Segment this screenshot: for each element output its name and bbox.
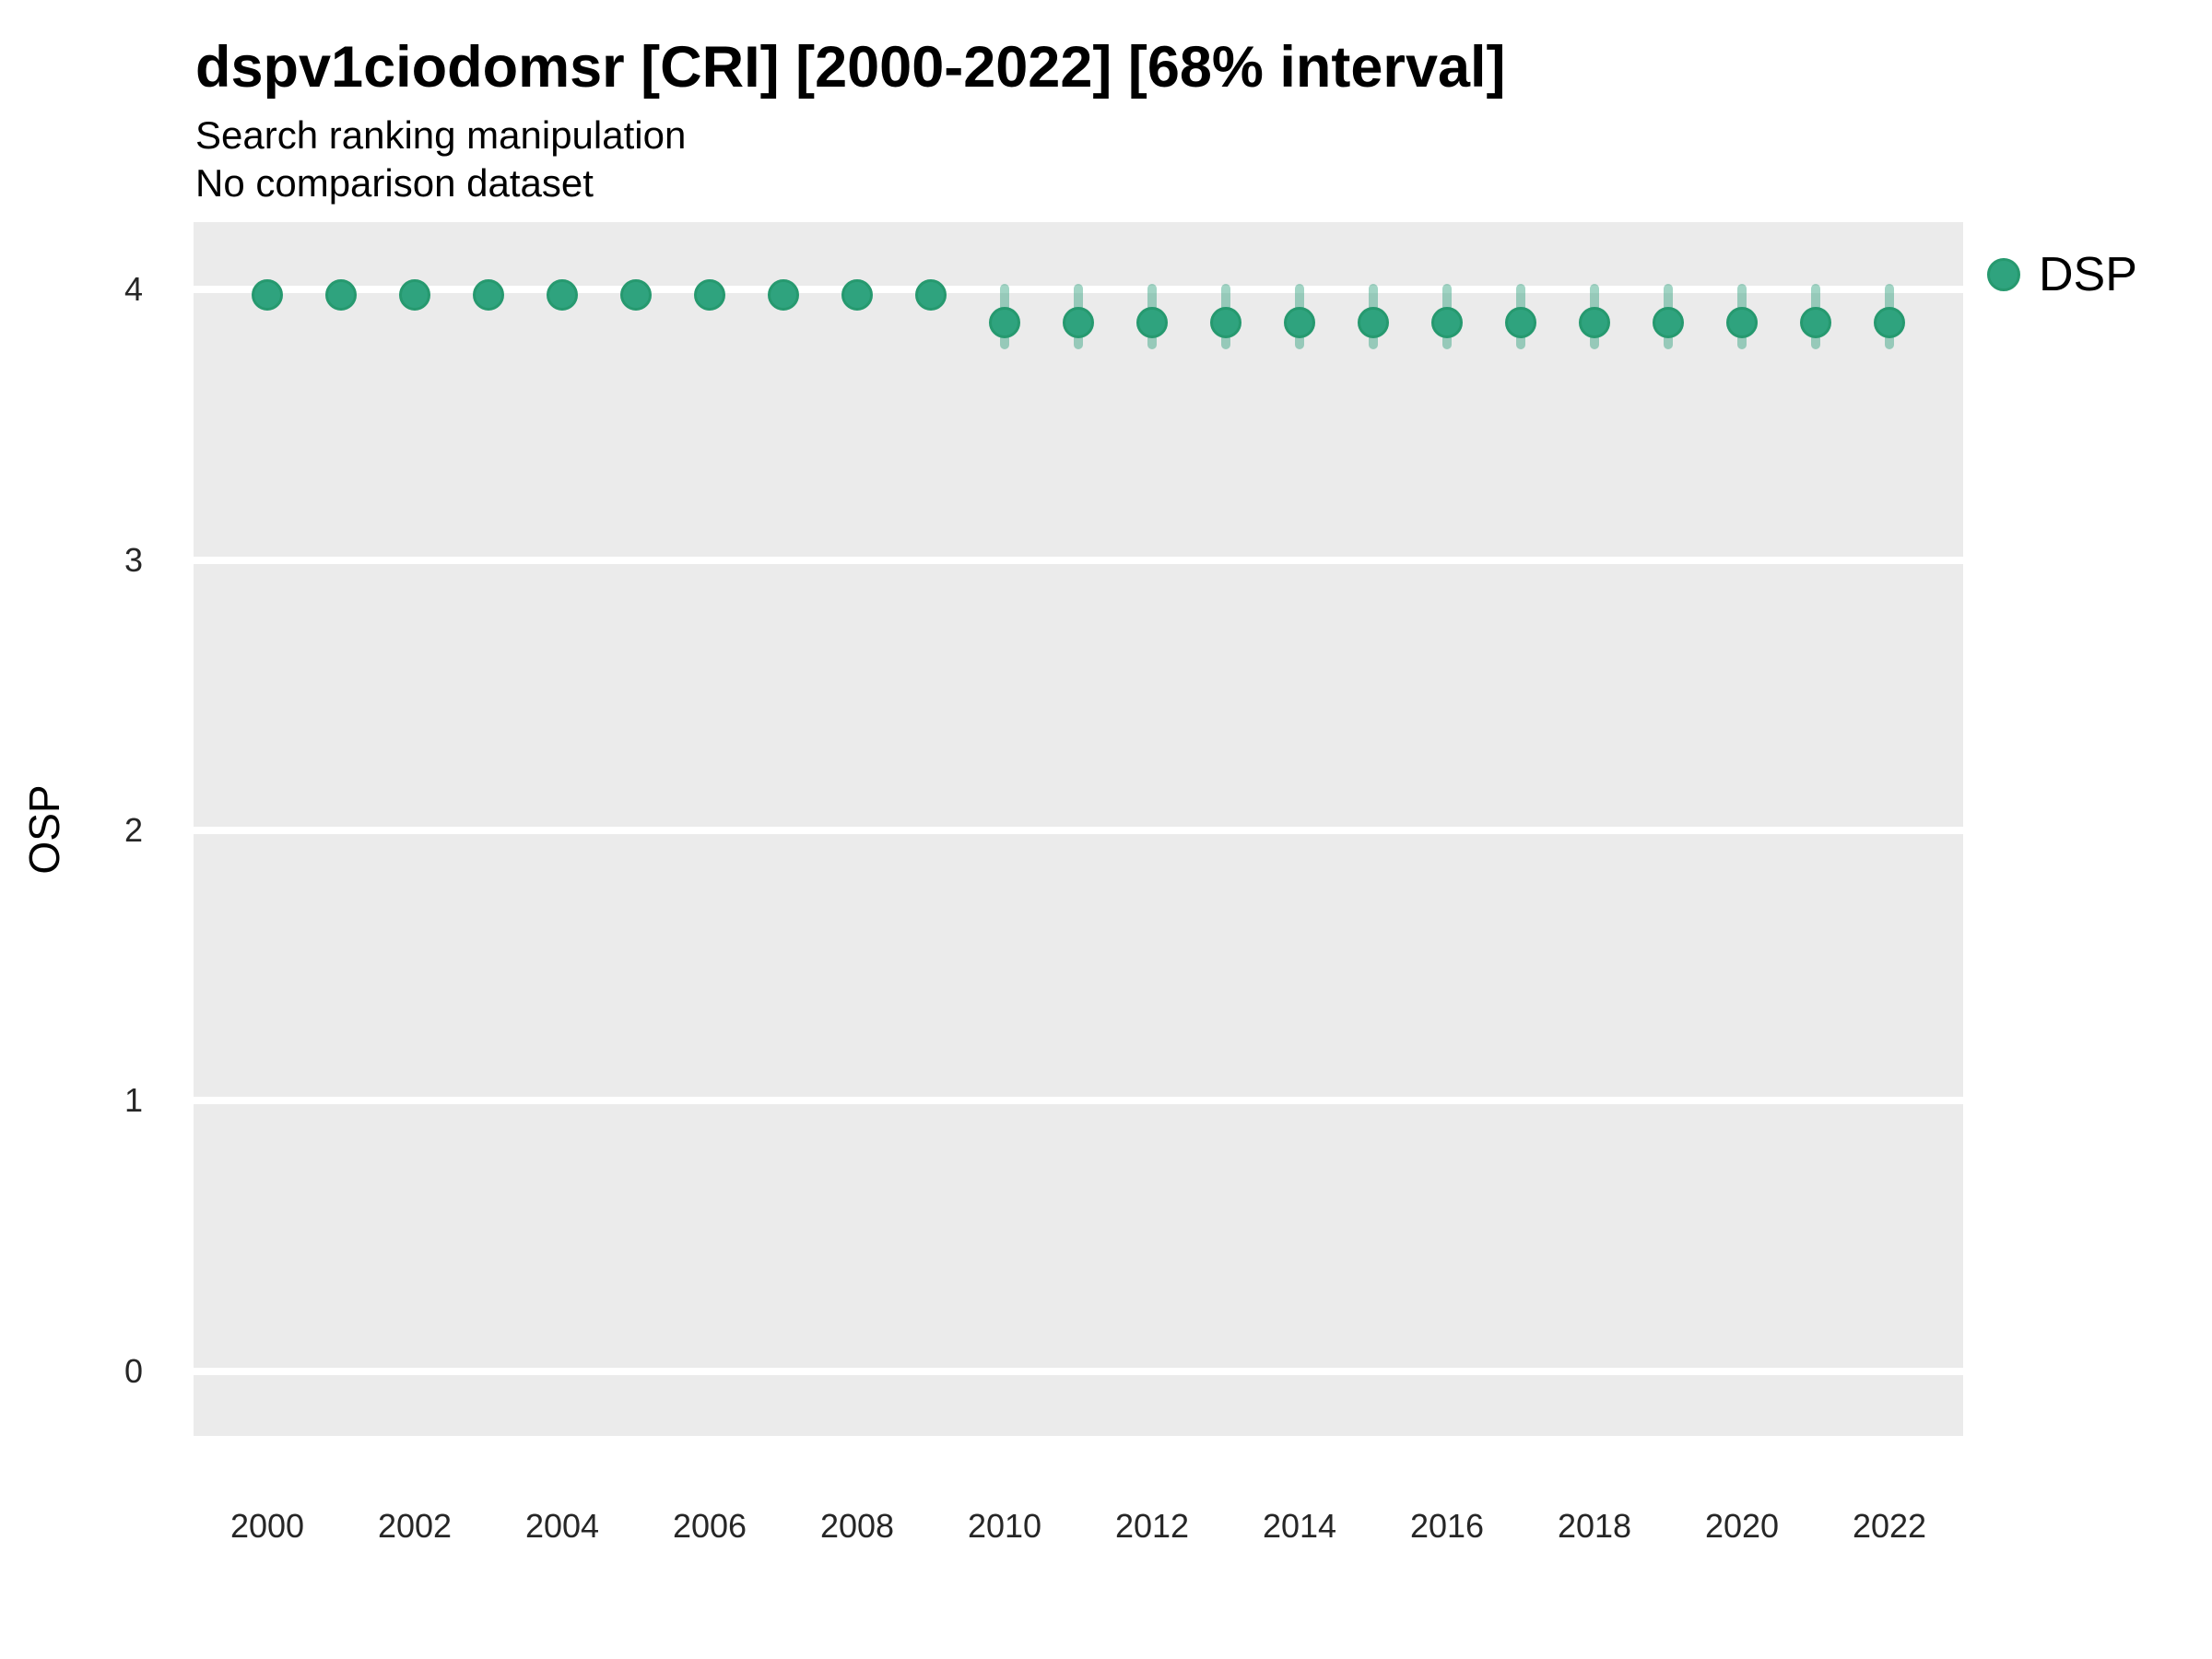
y-gridline xyxy=(194,826,1963,834)
chart-subtitle-2: No comparison dataset xyxy=(195,161,594,205)
x-tick-label: 2016 xyxy=(1409,1507,1485,1545)
data-point xyxy=(1653,306,1684,338)
data-point xyxy=(325,279,357,312)
y-gridline xyxy=(194,1097,1963,1105)
data-point xyxy=(768,279,799,312)
legend-marker-icon xyxy=(1987,258,2020,291)
data-point xyxy=(1210,306,1241,338)
data-point xyxy=(1136,306,1168,338)
y-tick-label: 3 xyxy=(124,540,143,579)
data-point xyxy=(473,279,504,312)
data-point xyxy=(1726,306,1758,338)
data-point xyxy=(1874,306,1905,338)
x-tick-label: 2010 xyxy=(967,1507,1042,1545)
x-tick-label: 2008 xyxy=(819,1507,895,1545)
y-tick-label: 4 xyxy=(124,270,143,309)
x-tick-label: 2014 xyxy=(1262,1507,1337,1545)
legend: DSP xyxy=(1987,251,2137,299)
x-tick-label: 2004 xyxy=(524,1507,600,1545)
x-tick-label: 2022 xyxy=(1852,1507,1927,1545)
data-point xyxy=(841,279,873,312)
x-tick-label: 2000 xyxy=(229,1507,305,1545)
y-gridline xyxy=(194,556,1963,564)
y-tick-label: 0 xyxy=(124,1351,143,1390)
data-point xyxy=(989,306,1020,338)
data-point xyxy=(694,279,725,312)
y-gridline xyxy=(194,286,1963,294)
x-tick-label: 2012 xyxy=(1114,1507,1190,1545)
data-point xyxy=(1505,306,1536,338)
legend-label: DSP xyxy=(2039,248,2137,301)
data-point xyxy=(1431,306,1463,338)
x-tick-label: 2002 xyxy=(377,1507,453,1545)
x-tick-label: 2020 xyxy=(1704,1507,1780,1545)
y-tick-label: 1 xyxy=(124,1081,143,1120)
data-point xyxy=(915,279,947,312)
plot-area xyxy=(194,222,1963,1436)
data-point xyxy=(620,279,652,312)
data-point xyxy=(547,279,578,312)
x-tick-label: 2018 xyxy=(1557,1507,1632,1545)
data-point xyxy=(252,279,283,312)
y-tick-label: 2 xyxy=(124,810,143,849)
chart-subtitle: Search ranking manipulation xyxy=(195,113,687,157)
data-point xyxy=(1063,306,1094,338)
data-point xyxy=(1284,306,1315,338)
chart-title: dspv1ciodomsr [CRI] [2000-2022] [68% int… xyxy=(195,35,1506,100)
data-point xyxy=(399,279,430,312)
data-point xyxy=(1358,306,1389,338)
data-point xyxy=(1800,306,1831,338)
x-tick-label: 2006 xyxy=(672,1507,747,1545)
y-gridline xyxy=(194,1367,1963,1375)
data-point xyxy=(1579,306,1610,338)
